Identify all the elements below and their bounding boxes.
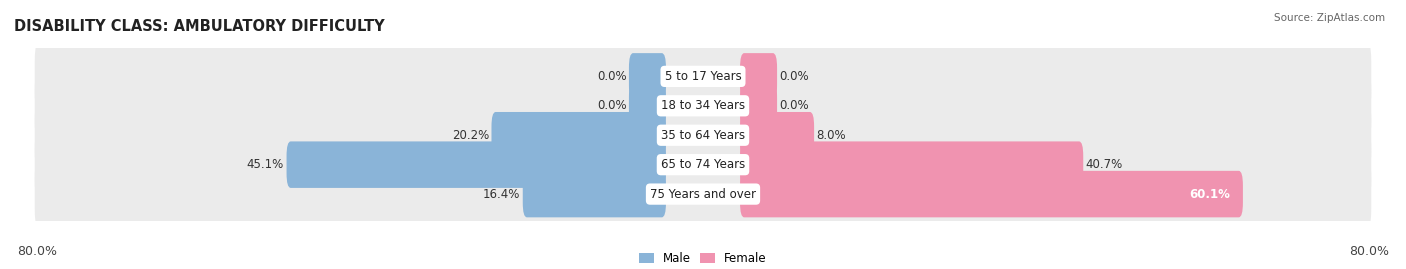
Text: 20.2%: 20.2%	[451, 129, 489, 142]
Text: 0.0%: 0.0%	[596, 70, 627, 83]
Text: 0.0%: 0.0%	[779, 99, 810, 112]
Text: 0.0%: 0.0%	[779, 70, 810, 83]
Text: 80.0%: 80.0%	[17, 245, 56, 258]
FancyBboxPatch shape	[740, 141, 1083, 188]
Text: 5 to 17 Years: 5 to 17 Years	[665, 70, 741, 83]
FancyBboxPatch shape	[740, 53, 778, 100]
FancyBboxPatch shape	[35, 58, 1371, 154]
Text: 35 to 64 Years: 35 to 64 Years	[661, 129, 745, 142]
FancyBboxPatch shape	[287, 141, 666, 188]
FancyBboxPatch shape	[35, 87, 1371, 183]
FancyBboxPatch shape	[628, 83, 666, 129]
Text: 16.4%: 16.4%	[482, 187, 520, 201]
FancyBboxPatch shape	[740, 171, 1243, 217]
Text: Source: ZipAtlas.com: Source: ZipAtlas.com	[1274, 13, 1385, 23]
Text: 18 to 34 Years: 18 to 34 Years	[661, 99, 745, 112]
Text: 0.0%: 0.0%	[596, 99, 627, 112]
Text: 60.1%: 60.1%	[1189, 187, 1230, 201]
FancyBboxPatch shape	[740, 112, 814, 158]
Text: 75 Years and over: 75 Years and over	[650, 187, 756, 201]
FancyBboxPatch shape	[523, 171, 666, 217]
FancyBboxPatch shape	[35, 146, 1371, 242]
FancyBboxPatch shape	[740, 83, 778, 129]
Legend: Male, Female: Male, Female	[634, 247, 772, 269]
Text: 8.0%: 8.0%	[817, 129, 846, 142]
Text: 40.7%: 40.7%	[1085, 158, 1123, 171]
Text: DISABILITY CLASS: AMBULATORY DIFFICULTY: DISABILITY CLASS: AMBULATORY DIFFICULTY	[14, 19, 385, 34]
Text: 80.0%: 80.0%	[1350, 245, 1389, 258]
FancyBboxPatch shape	[492, 112, 666, 158]
FancyBboxPatch shape	[628, 53, 666, 100]
FancyBboxPatch shape	[35, 117, 1371, 213]
FancyBboxPatch shape	[35, 29, 1371, 124]
Text: 65 to 74 Years: 65 to 74 Years	[661, 158, 745, 171]
Text: 45.1%: 45.1%	[247, 158, 284, 171]
